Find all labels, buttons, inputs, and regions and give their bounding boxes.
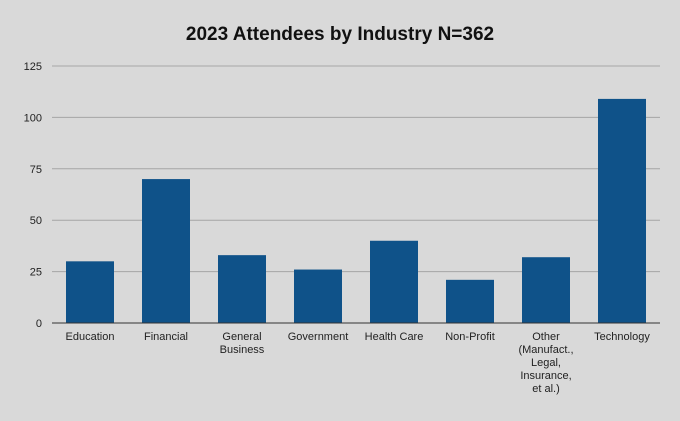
x-category-label: Technology (594, 331, 650, 343)
x-category-label-line: Legal, (531, 357, 561, 369)
bar-education (66, 261, 114, 323)
x-category-label-line: General (222, 331, 261, 343)
x-category-label: Financial (144, 331, 188, 343)
y-tick-label: 125 (24, 61, 42, 73)
bars (66, 98, 646, 323)
bar-health-care (370, 240, 418, 323)
bar-technology (598, 98, 646, 323)
x-category-label-line: Technology (594, 331, 650, 343)
x-category-label: General Business (220, 331, 265, 356)
x-category-label-line: Other (532, 331, 560, 343)
x-category-label-line: Business (220, 344, 265, 356)
bar-other-manufact-legal-insurance-et-al (522, 257, 570, 323)
y-tick-label: 75 (30, 164, 42, 176)
x-axis-labels: Education Financial General Business Governm… (66, 331, 651, 395)
x-category-label: Other (Manufact., Legal, Insurance, et al.) (518, 331, 573, 395)
x-category-label: Non-Profit (445, 331, 495, 343)
x-category-label-line: Health Care (365, 331, 424, 343)
x-category-label-line: Government (288, 331, 349, 343)
x-category-label-line: Financial (144, 331, 188, 343)
bar-financial (142, 179, 190, 323)
y-tick-label: 100 (24, 112, 42, 124)
bar-non-profit (446, 279, 494, 323)
x-category-label-line: et al.) (532, 383, 560, 395)
bar-general-business (218, 255, 266, 323)
x-category-label-line: (Manufact., (518, 344, 573, 356)
chart-title: 2023 Attendees by Industry N=362 (186, 24, 494, 45)
y-tick-label: 50 (30, 215, 42, 227)
x-category-label: Education (66, 331, 115, 343)
y-tick-label: 25 (30, 267, 42, 279)
y-tick-label: 0 (36, 318, 42, 330)
x-category-label-line: Education (66, 331, 115, 343)
bar-government (294, 269, 342, 323)
x-category-label: Government (288, 331, 349, 343)
y-axis-ticks: 0 25 50 75 100 125 (24, 61, 42, 330)
x-category-label-line: Non-Profit (445, 331, 495, 343)
x-category-label-line: Insurance, (520, 370, 571, 382)
x-category-label: Health Care (365, 331, 424, 343)
